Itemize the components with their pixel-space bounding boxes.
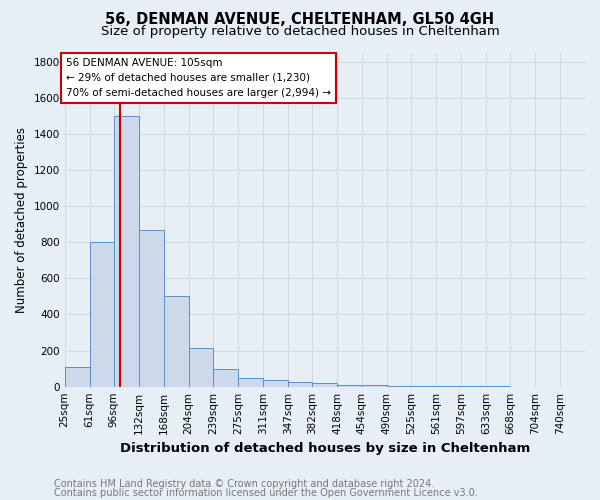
Bar (263, 380, 288, 386)
Bar (362, 385, 387, 386)
Text: Contains public sector information licensed under the Open Government Licence v3: Contains public sector information licen… (54, 488, 478, 498)
Bar (188, 348, 213, 387)
Bar (89, 242, 114, 386)
Bar (213, 368, 238, 386)
Bar (65, 367, 89, 386)
Bar (312, 383, 337, 386)
Bar (139, 230, 164, 386)
Text: 56 DENMAN AVENUE: 105sqm
← 29% of detached houses are smaller (1,230)
70% of sem: 56 DENMAN AVENUE: 105sqm ← 29% of detach… (66, 58, 331, 98)
Text: Contains HM Land Registry data © Crown copyright and database right 2024.: Contains HM Land Registry data © Crown c… (54, 479, 434, 489)
Y-axis label: Number of detached properties: Number of detached properties (15, 126, 28, 312)
Text: Size of property relative to detached houses in Cheltenham: Size of property relative to detached ho… (101, 25, 499, 38)
Bar (238, 378, 263, 386)
Bar (164, 296, 188, 386)
Bar (288, 382, 312, 386)
Text: 56, DENMAN AVENUE, CHELTENHAM, GL50 4GH: 56, DENMAN AVENUE, CHELTENHAM, GL50 4GH (106, 12, 494, 28)
Bar (114, 116, 139, 386)
X-axis label: Distribution of detached houses by size in Cheltenham: Distribution of detached houses by size … (120, 442, 530, 455)
Bar (337, 384, 362, 386)
